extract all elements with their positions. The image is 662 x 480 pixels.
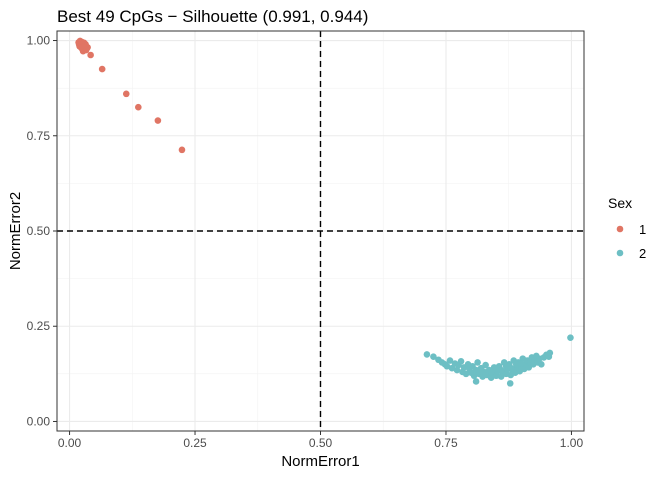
y-tick-label: 0.00 bbox=[27, 414, 51, 428]
data-point-sex-2 bbox=[492, 364, 500, 372]
data-points bbox=[75, 37, 574, 387]
data-point-sex-2 bbox=[453, 366, 461, 374]
data-point-sex-2 bbox=[446, 357, 454, 364]
data-point-sex-2 bbox=[430, 353, 437, 361]
data-point-sex-2 bbox=[443, 362, 451, 370]
data-point-sex-2 bbox=[487, 368, 495, 376]
data-point-sex-2 bbox=[507, 364, 515, 372]
x-tick-label: 0.00 bbox=[58, 436, 82, 450]
data-point-sex-1 bbox=[82, 46, 90, 54]
legend-title: Sex bbox=[608, 195, 632, 211]
data-point-sex-2 bbox=[502, 362, 510, 370]
data-point-sex-2 bbox=[474, 359, 481, 366]
y-axis: 0.00 0.25 0.50 0.75 1.00 bbox=[27, 34, 57, 428]
legend-label-1: 1 bbox=[639, 222, 646, 237]
y-tick-label: 0.75 bbox=[27, 129, 51, 143]
legend-items: 12 bbox=[616, 222, 646, 261]
data-point-sex-1 bbox=[178, 146, 186, 154]
data-point-sex-2 bbox=[462, 370, 470, 378]
data-point-sex-2 bbox=[423, 351, 431, 358]
data-point-sex-2 bbox=[506, 380, 514, 387]
data-point-sex-1 bbox=[98, 65, 106, 73]
data-point-sex-2 bbox=[517, 360, 525, 367]
data-point-sex-2 bbox=[470, 372, 478, 380]
data-point-sex-2 bbox=[538, 361, 545, 368]
data-point-sex-2 bbox=[567, 334, 574, 341]
data-point-sex-2 bbox=[457, 357, 465, 365]
data-point-sex-2 bbox=[546, 349, 554, 357]
reference-lines bbox=[57, 31, 584, 431]
x-tick-label: 0.25 bbox=[183, 436, 207, 450]
data-point-sex-2 bbox=[482, 361, 489, 369]
data-point-sex-1 bbox=[154, 117, 162, 124]
chart-title: Best 49 CpGs − Silhouette (0.991, 0.944) bbox=[57, 7, 368, 26]
y-tick-label: 1.00 bbox=[27, 34, 51, 48]
x-tick-label: 1.00 bbox=[560, 436, 584, 450]
data-point-sex-2 bbox=[487, 374, 495, 381]
data-point-sex-2 bbox=[497, 366, 505, 374]
legend-label-2: 2 bbox=[639, 246, 646, 261]
y-tick-label: 0.50 bbox=[27, 224, 51, 238]
data-point-sex-1 bbox=[122, 90, 130, 98]
x-axis-label: NormError1 bbox=[281, 453, 359, 470]
legend-key-1 bbox=[616, 225, 624, 233]
data-point-sex-1 bbox=[87, 51, 94, 59]
x-tick-label: 0.75 bbox=[434, 436, 458, 450]
data-point-sex-1 bbox=[135, 103, 142, 111]
data-point-sex-2 bbox=[472, 378, 480, 385]
legend-key-2 bbox=[616, 249, 624, 257]
y-axis-label: NormError2 bbox=[7, 192, 24, 270]
legend: Sex 12 bbox=[608, 195, 646, 261]
data-point-sex-2 bbox=[512, 361, 520, 368]
x-axis: 0.00 0.25 0.50 0.75 1.00 bbox=[58, 431, 584, 450]
x-tick-label: 0.50 bbox=[309, 436, 333, 450]
y-tick-label: 0.25 bbox=[27, 319, 51, 333]
